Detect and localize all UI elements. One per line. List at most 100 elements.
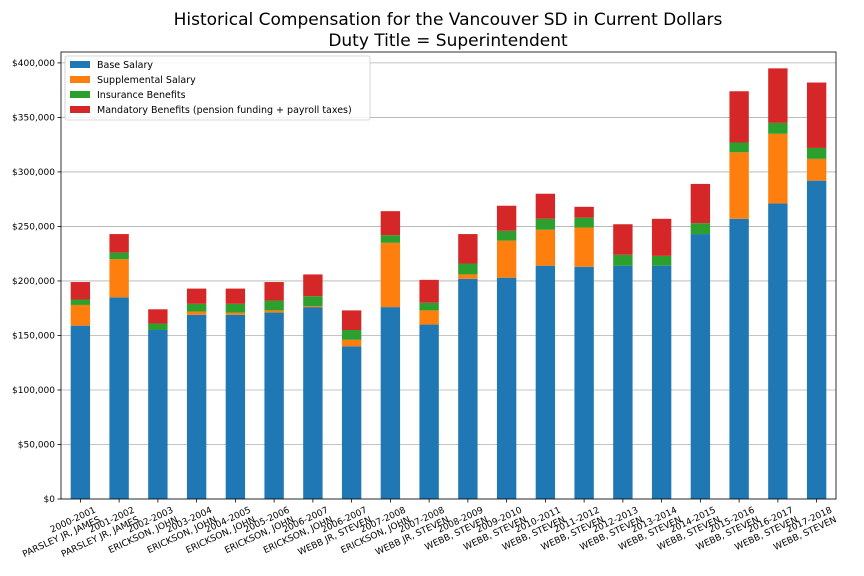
y-tick-label: $200,000 <box>12 277 55 287</box>
bar-segment-mandatory-benefits-pension-funding-payroll-taxes <box>186 288 207 304</box>
y-tick-label: $150,000 <box>12 331 55 341</box>
bar-segment-supplemental-salary <box>806 158 827 181</box>
bar-segment-insurance-benefits <box>729 142 749 153</box>
bar-segment-supplemental-salary <box>264 310 284 313</box>
bar-segment-insurance-benefits <box>574 217 594 228</box>
x-axis: 2000-2001PARSLEY JR, JAMES2001-2002PARSL… <box>21 499 838 560</box>
bar-segment-supplemental-salary <box>458 274 478 279</box>
bar-segment-mandatory-benefits-pension-funding-payroll-taxes <box>264 282 284 301</box>
legend-swatch <box>70 61 90 68</box>
bar-segment-base-salary <box>186 314 207 499</box>
bar-segment-supplemental-salary <box>535 229 556 266</box>
bar-segment-base-salary <box>458 278 478 499</box>
bar-segment-base-salary <box>303 307 323 499</box>
y-tick-label: $50,000 <box>18 440 55 450</box>
bar-segment-base-salary <box>225 314 246 499</box>
legend-label: Supplemental Salary <box>97 75 196 86</box>
bar-segment-supplemental-salary <box>419 310 439 325</box>
bar-segment-insurance-benefits <box>109 252 129 260</box>
bar-segment-mandatory-benefits-pension-funding-payroll-taxes <box>729 91 749 143</box>
bar-segment-base-salary <box>496 277 517 499</box>
legend-swatch <box>70 91 90 98</box>
bar-segment-base-salary <box>574 266 594 499</box>
y-tick-label: $250,000 <box>12 222 55 232</box>
bar-segment-insurance-benefits <box>148 323 168 331</box>
bar-segment-insurance-benefits <box>341 330 362 340</box>
y-axis: $0 $50,000 $100,000 $150,000 $200,000 $250,00… <box>12 59 61 505</box>
bar-segment-insurance-benefits <box>264 300 284 311</box>
chart-title: Historical Compensation for the Vancouve… <box>174 10 723 30</box>
bar-segment-mandatory-benefits-pension-funding-payroll-taxes <box>419 279 439 303</box>
chart-subtitle: Duty Title = Superintendent <box>328 31 568 51</box>
bar-segment-insurance-benefits <box>806 147 827 159</box>
bar-segment-base-salary <box>70 325 91 499</box>
bar-segment-insurance-benefits <box>690 223 711 235</box>
bar-segment-base-salary <box>380 307 401 499</box>
bar-stacks <box>70 68 827 500</box>
bar-segment-mandatory-benefits-pension-funding-payroll-taxes <box>806 82 827 148</box>
bar-segment-base-salary <box>264 312 284 499</box>
bar-segment-insurance-benefits <box>651 255 672 266</box>
bar-segment-mandatory-benefits-pension-funding-payroll-taxes <box>651 218 672 256</box>
bar-segment-supplemental-salary <box>341 339 362 347</box>
bar-segment-mandatory-benefits-pension-funding-payroll-taxes <box>341 310 362 331</box>
y-tick-label: $300,000 <box>12 168 55 178</box>
bar-segment-mandatory-benefits-pension-funding-payroll-taxes <box>496 205 517 231</box>
bar-segment-insurance-benefits <box>496 230 517 241</box>
bar-segment-supplemental-salary <box>768 133 788 204</box>
bar-segment-base-salary <box>613 265 633 499</box>
bar-segment-base-salary <box>729 218 749 499</box>
y-tick-label: $400,000 <box>12 59 55 69</box>
bar-segment-mandatory-benefits-pension-funding-payroll-taxes <box>148 309 168 324</box>
bar-segment-base-salary <box>535 265 556 499</box>
bar-segment-supplemental-salary <box>496 240 517 278</box>
legend-box <box>64 55 371 121</box>
bar-segment-base-salary <box>690 234 711 499</box>
y-tick-label: $350,000 <box>12 113 55 123</box>
bar-segment-insurance-benefits <box>225 303 246 313</box>
bar-segment-supplemental-salary <box>225 312 246 315</box>
bar-segment-supplemental-salary <box>574 227 594 267</box>
plot-frame <box>60 51 837 500</box>
legend-label: Mandatory Benefits (pension funding + pa… <box>97 105 352 116</box>
bar-segment-supplemental-salary <box>303 306 323 308</box>
legend-swatch <box>70 76 90 83</box>
bar-segment-base-salary <box>806 180 827 499</box>
bar-segment-insurance-benefits <box>613 254 633 266</box>
legend-label: Base Salary <box>97 60 153 71</box>
bar-segment-mandatory-benefits-pension-funding-payroll-taxes <box>613 224 633 255</box>
bar-segment-mandatory-benefits-pension-funding-payroll-taxes <box>690 183 711 224</box>
bar-segment-mandatory-benefits-pension-funding-payroll-taxes <box>458 234 478 264</box>
bar-segment-insurance-benefits <box>768 122 788 134</box>
bar-segment-supplemental-salary <box>380 242 401 308</box>
legend-label: Insurance Benefits <box>97 90 186 101</box>
bar-segment-insurance-benefits <box>458 263 478 275</box>
bar-segment-supplemental-salary <box>109 259 129 298</box>
bar-segment-supplemental-salary <box>729 152 749 219</box>
bar-segment-mandatory-benefits-pension-funding-payroll-taxes <box>574 206 594 218</box>
bar-segment-insurance-benefits <box>419 302 439 311</box>
bar-segment-insurance-benefits <box>186 303 207 312</box>
bar-segment-insurance-benefits <box>380 235 401 243</box>
bar-segment-insurance-benefits <box>70 299 91 305</box>
bar-segment-mandatory-benefits-pension-funding-payroll-taxes <box>303 274 323 297</box>
bar-segment-mandatory-benefits-pension-funding-payroll-taxes <box>109 234 129 253</box>
y-tick-label: $100,000 <box>12 386 55 396</box>
bar-segment-insurance-benefits <box>303 296 323 307</box>
bar-segment-supplemental-salary <box>70 304 91 326</box>
bar-segment-mandatory-benefits-pension-funding-payroll-taxes <box>380 211 401 236</box>
bar-segment-base-salary <box>148 330 168 499</box>
y-tick-label: $0 <box>44 495 56 505</box>
bar-segment-mandatory-benefits-pension-funding-payroll-taxes <box>70 282 91 300</box>
bar-segment-base-salary <box>651 265 672 499</box>
bar-segment-supplemental-salary <box>186 311 207 315</box>
gridlines <box>61 62 836 500</box>
bar-segment-base-salary <box>768 203 788 500</box>
bar-segment-mandatory-benefits-pension-funding-payroll-taxes <box>768 68 788 123</box>
bar-segment-mandatory-benefits-pension-funding-payroll-taxes <box>535 193 556 219</box>
bar-segment-base-salary <box>419 324 439 499</box>
bar-segment-base-salary <box>109 297 129 499</box>
legend-swatch <box>70 106 90 113</box>
bar-segment-mandatory-benefits-pension-funding-payroll-taxes <box>225 288 246 304</box>
